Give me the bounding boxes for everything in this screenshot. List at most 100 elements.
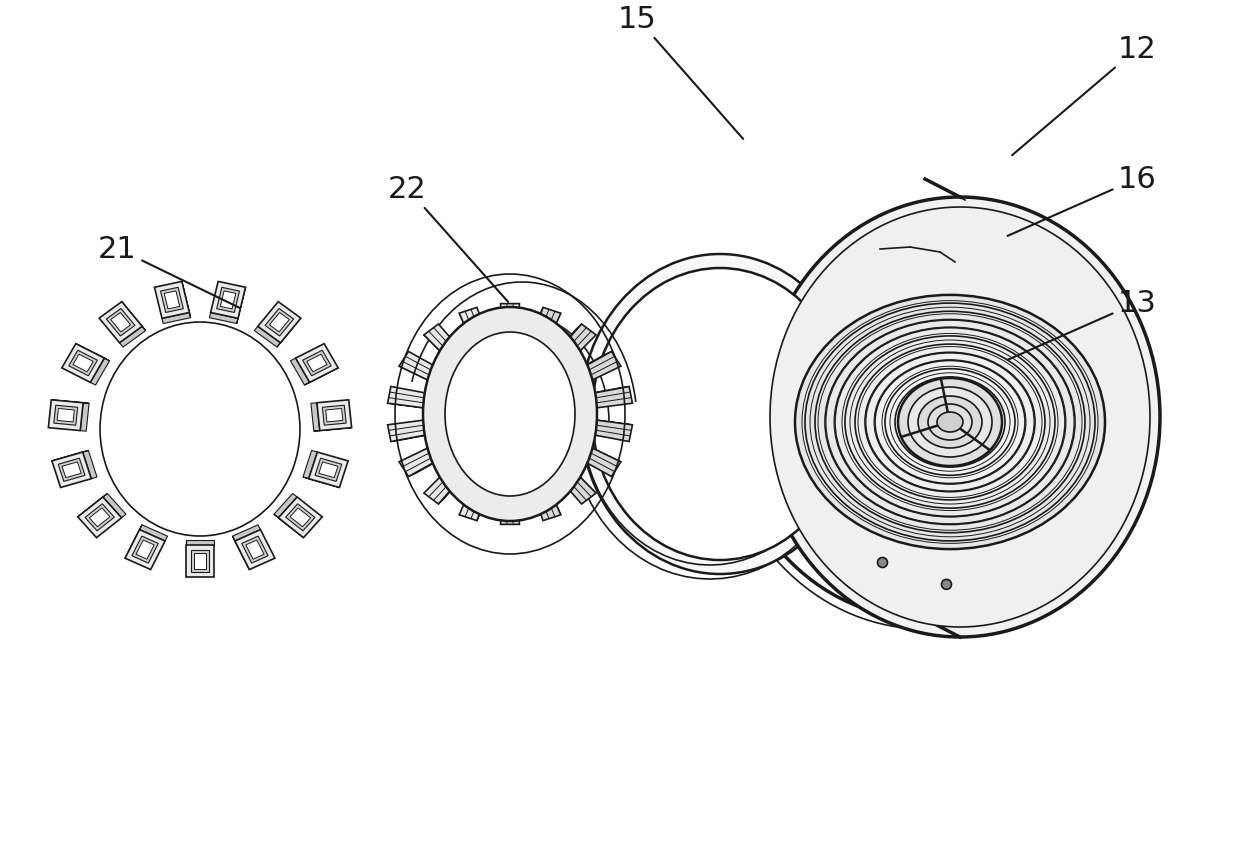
Polygon shape xyxy=(424,469,461,505)
Polygon shape xyxy=(125,525,141,559)
Polygon shape xyxy=(303,478,340,488)
Polygon shape xyxy=(217,288,239,313)
Polygon shape xyxy=(81,403,89,431)
Polygon shape xyxy=(580,447,621,477)
Polygon shape xyxy=(322,406,346,425)
Ellipse shape xyxy=(825,320,1075,525)
Polygon shape xyxy=(311,403,320,431)
Polygon shape xyxy=(501,492,520,525)
Ellipse shape xyxy=(770,208,1149,627)
Polygon shape xyxy=(303,351,331,376)
Polygon shape xyxy=(237,288,246,324)
Polygon shape xyxy=(234,530,275,570)
Ellipse shape xyxy=(856,344,1045,500)
Ellipse shape xyxy=(928,404,972,441)
Polygon shape xyxy=(544,479,560,515)
Ellipse shape xyxy=(835,328,1065,517)
Ellipse shape xyxy=(795,295,1105,549)
Ellipse shape xyxy=(937,413,963,432)
Polygon shape xyxy=(319,463,339,479)
Polygon shape xyxy=(399,367,438,385)
Polygon shape xyxy=(193,554,206,570)
Polygon shape xyxy=(186,545,215,577)
Polygon shape xyxy=(91,359,109,386)
Polygon shape xyxy=(559,469,596,505)
Polygon shape xyxy=(140,525,167,541)
Polygon shape xyxy=(48,400,83,431)
Polygon shape xyxy=(277,319,301,348)
Polygon shape xyxy=(191,550,210,572)
Polygon shape xyxy=(554,325,582,354)
Polygon shape xyxy=(424,336,453,365)
Polygon shape xyxy=(295,344,339,383)
Polygon shape xyxy=(86,504,114,531)
Polygon shape xyxy=(73,354,93,372)
Polygon shape xyxy=(594,387,632,408)
Polygon shape xyxy=(83,451,97,479)
Polygon shape xyxy=(279,497,322,538)
Polygon shape xyxy=(589,419,632,425)
Ellipse shape xyxy=(878,558,888,568)
Polygon shape xyxy=(89,508,110,528)
Polygon shape xyxy=(136,540,154,560)
Ellipse shape xyxy=(844,337,1055,508)
Ellipse shape xyxy=(875,361,1025,484)
Polygon shape xyxy=(254,327,280,348)
Polygon shape xyxy=(559,325,596,360)
Polygon shape xyxy=(532,308,560,344)
Polygon shape xyxy=(58,458,86,482)
Ellipse shape xyxy=(815,312,1085,533)
Polygon shape xyxy=(269,313,289,333)
Polygon shape xyxy=(587,387,629,395)
Polygon shape xyxy=(326,409,342,422)
Polygon shape xyxy=(317,400,352,431)
Polygon shape xyxy=(246,540,264,560)
Polygon shape xyxy=(408,457,446,477)
Polygon shape xyxy=(574,352,611,372)
Polygon shape xyxy=(62,344,104,383)
Polygon shape xyxy=(52,452,92,488)
Ellipse shape xyxy=(580,255,861,574)
Polygon shape xyxy=(501,305,520,337)
Polygon shape xyxy=(459,485,489,521)
Text: 15: 15 xyxy=(618,5,743,140)
Polygon shape xyxy=(532,485,560,521)
Polygon shape xyxy=(391,435,434,442)
Polygon shape xyxy=(160,288,184,313)
Polygon shape xyxy=(583,444,621,463)
Polygon shape xyxy=(580,352,621,382)
Text: 16: 16 xyxy=(1008,165,1157,236)
Polygon shape xyxy=(162,313,191,324)
Polygon shape xyxy=(567,465,596,494)
Polygon shape xyxy=(78,494,108,517)
Polygon shape xyxy=(164,291,180,310)
Polygon shape xyxy=(477,484,491,521)
Polygon shape xyxy=(186,540,215,545)
Ellipse shape xyxy=(885,370,1016,476)
Polygon shape xyxy=(232,525,260,541)
Ellipse shape xyxy=(941,580,951,590)
Polygon shape xyxy=(211,282,246,319)
Polygon shape xyxy=(314,428,352,431)
Polygon shape xyxy=(290,508,310,528)
Polygon shape xyxy=(290,359,310,386)
Polygon shape xyxy=(76,344,109,361)
Polygon shape xyxy=(306,354,327,372)
Polygon shape xyxy=(110,313,130,333)
Polygon shape xyxy=(315,458,342,482)
Polygon shape xyxy=(68,351,98,376)
Ellipse shape xyxy=(908,387,992,457)
Polygon shape xyxy=(424,325,461,360)
Ellipse shape xyxy=(760,197,1159,637)
Polygon shape xyxy=(439,474,466,505)
Ellipse shape xyxy=(898,379,1002,467)
Text: 22: 22 xyxy=(388,175,508,302)
Polygon shape xyxy=(303,451,317,479)
Polygon shape xyxy=(459,314,475,349)
Polygon shape xyxy=(51,400,89,403)
Polygon shape xyxy=(62,463,81,479)
Polygon shape xyxy=(399,447,439,477)
Polygon shape xyxy=(103,494,126,518)
Polygon shape xyxy=(309,452,348,488)
Polygon shape xyxy=(388,403,432,409)
